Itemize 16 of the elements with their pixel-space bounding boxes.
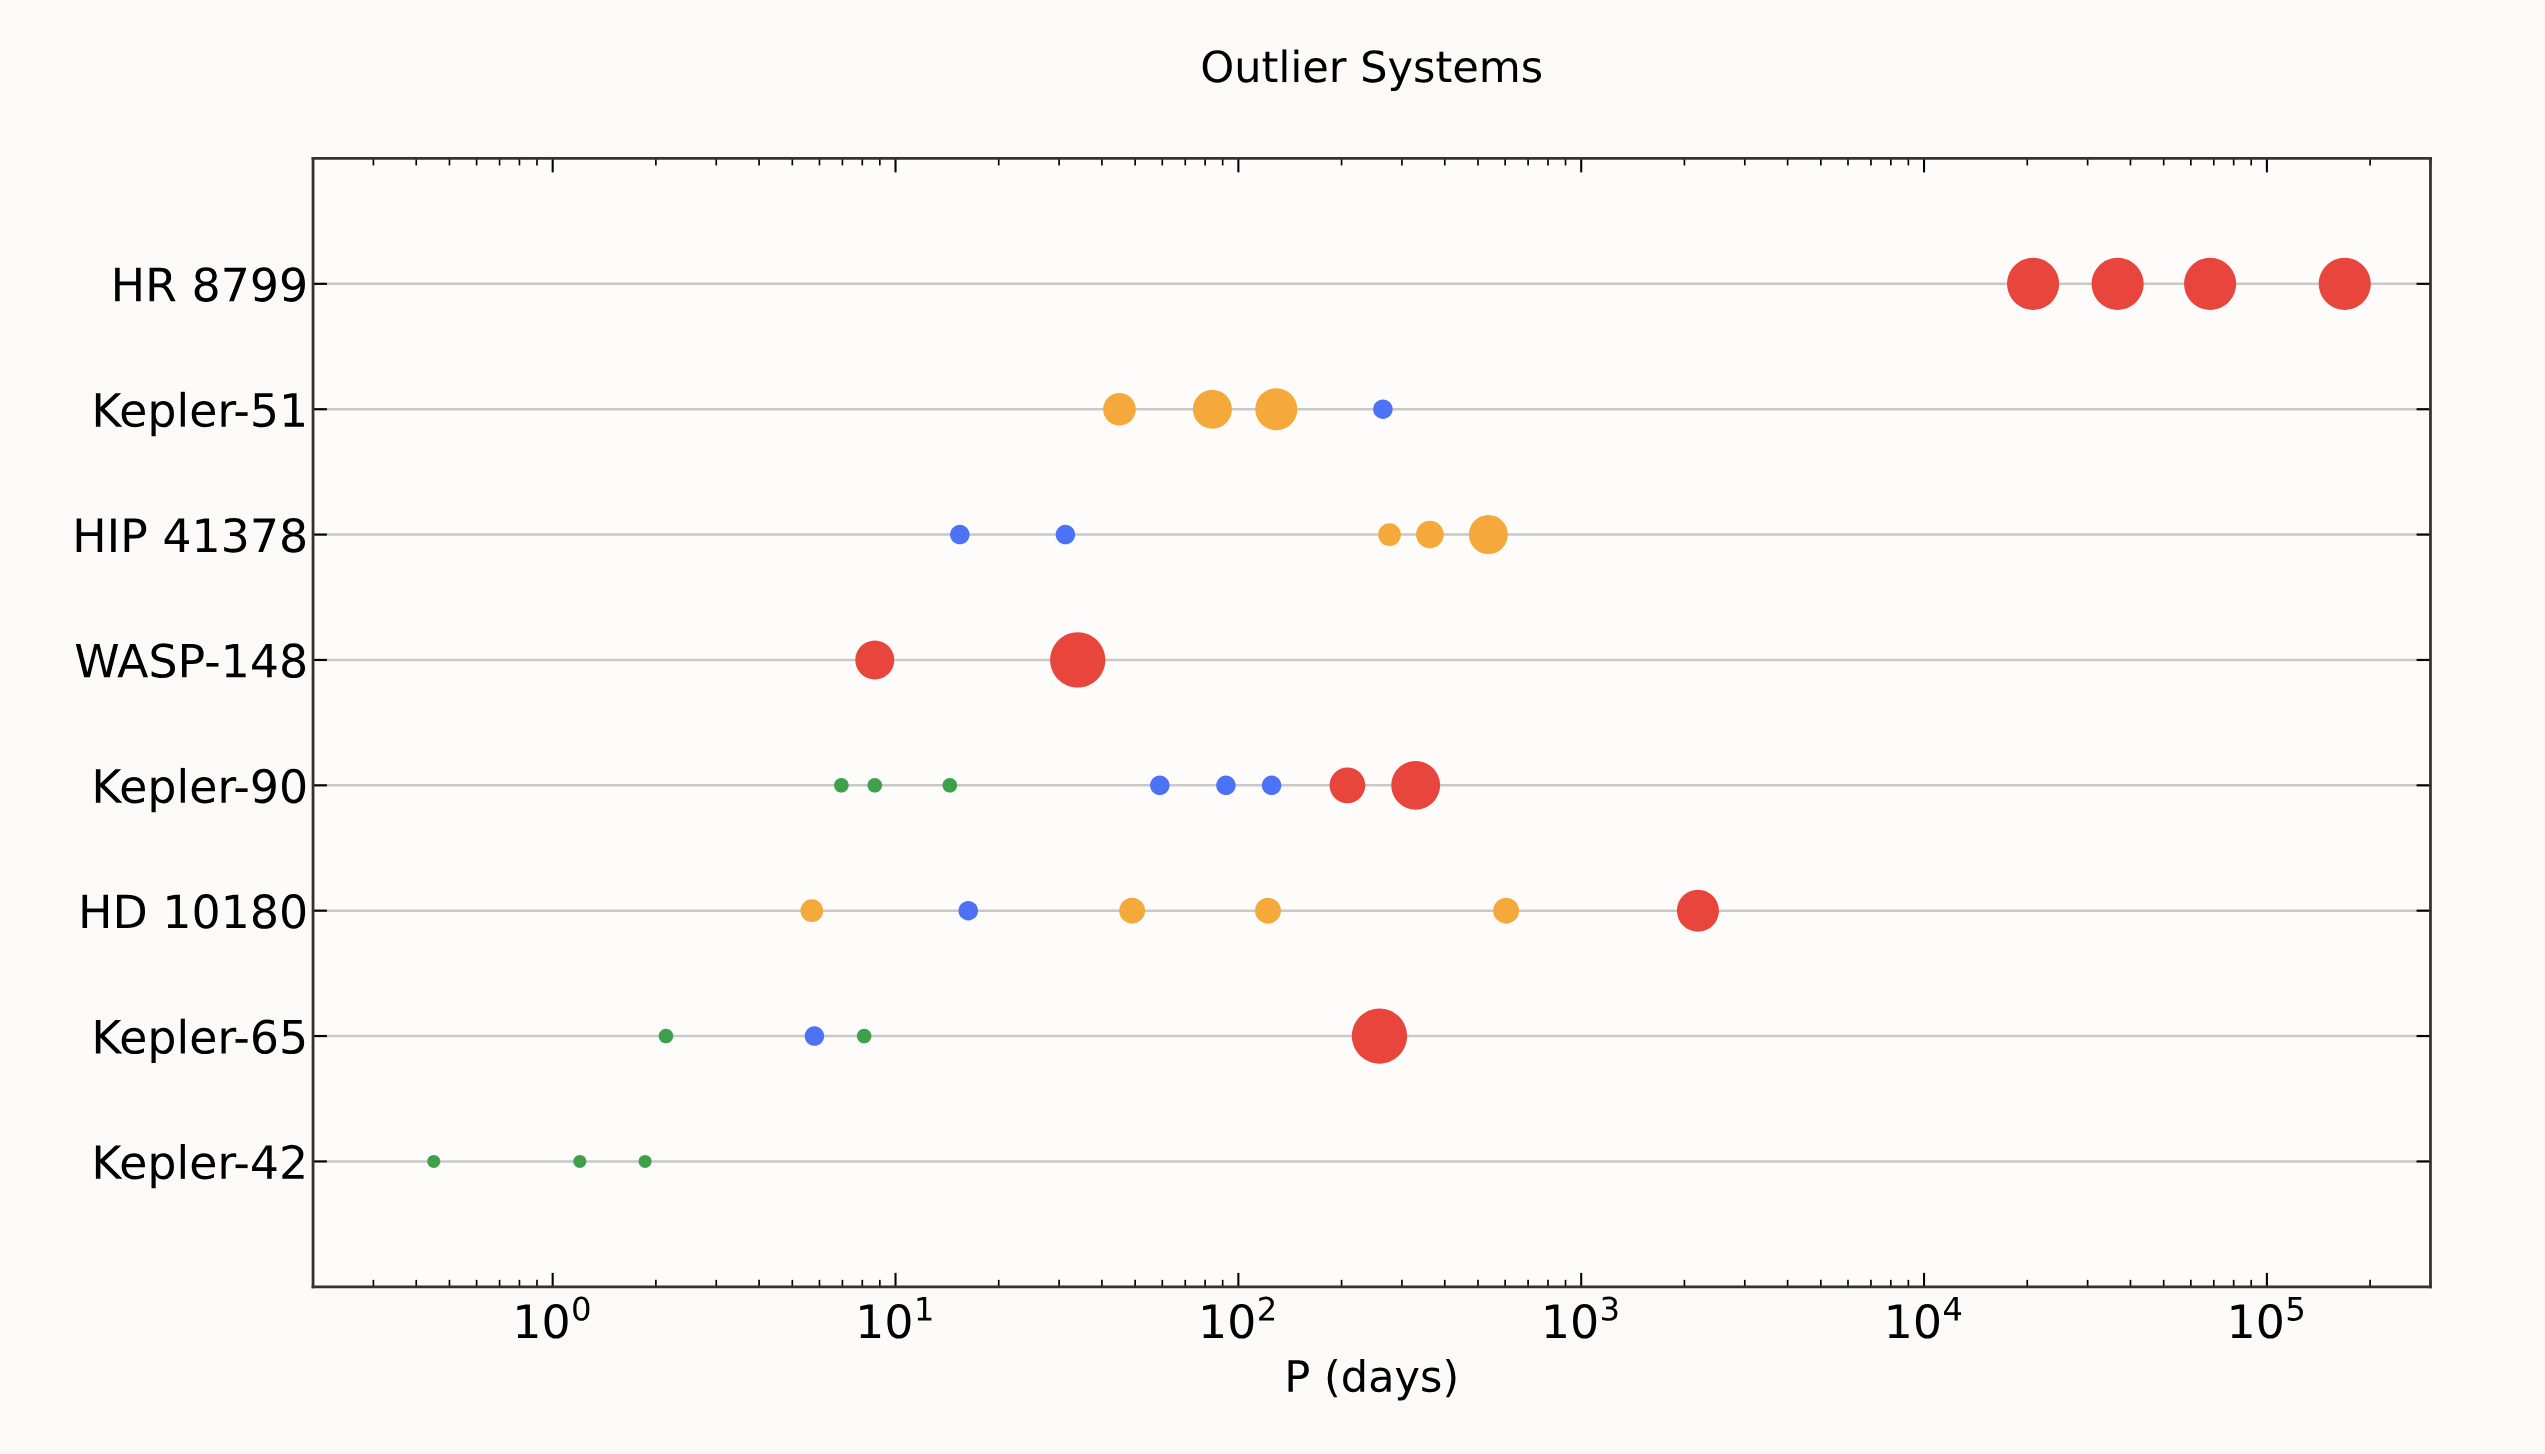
x-tick-label: 10$^{3}$ <box>1545 1296 1618 1339</box>
x-tick-label: 10$^{4}$ <box>1888 1297 1962 1339</box>
y-tick-label: HIP 41378 <box>76 517 306 553</box>
y-tick-label: HD 10180 <box>82 894 306 929</box>
y-tick-label: WASP-148 <box>75 643 306 679</box>
y-tick-label: Kepler-51 <box>95 391 304 437</box>
y-tick-label: Kepler-65 <box>95 1018 305 1063</box>
y-tick-label: Kepler-90 <box>95 767 306 813</box>
chart-title: Outlier Systems <box>1202 49 1542 92</box>
x-tick-label: 10$^{2}$ <box>1203 1296 1274 1339</box>
x-tick-label: 10$^{5}$ <box>2231 1297 2303 1339</box>
y-tick-label: HR 8799 <box>115 267 305 302</box>
y-tick-label: Kepler-42 <box>95 1144 304 1189</box>
x-tick-label: 10$^{1}$ <box>860 1297 932 1339</box>
x-tick-label: 10$^{0}$ <box>517 1296 590 1339</box>
x-axis-title: P (days) <box>1288 1358 1456 1401</box>
